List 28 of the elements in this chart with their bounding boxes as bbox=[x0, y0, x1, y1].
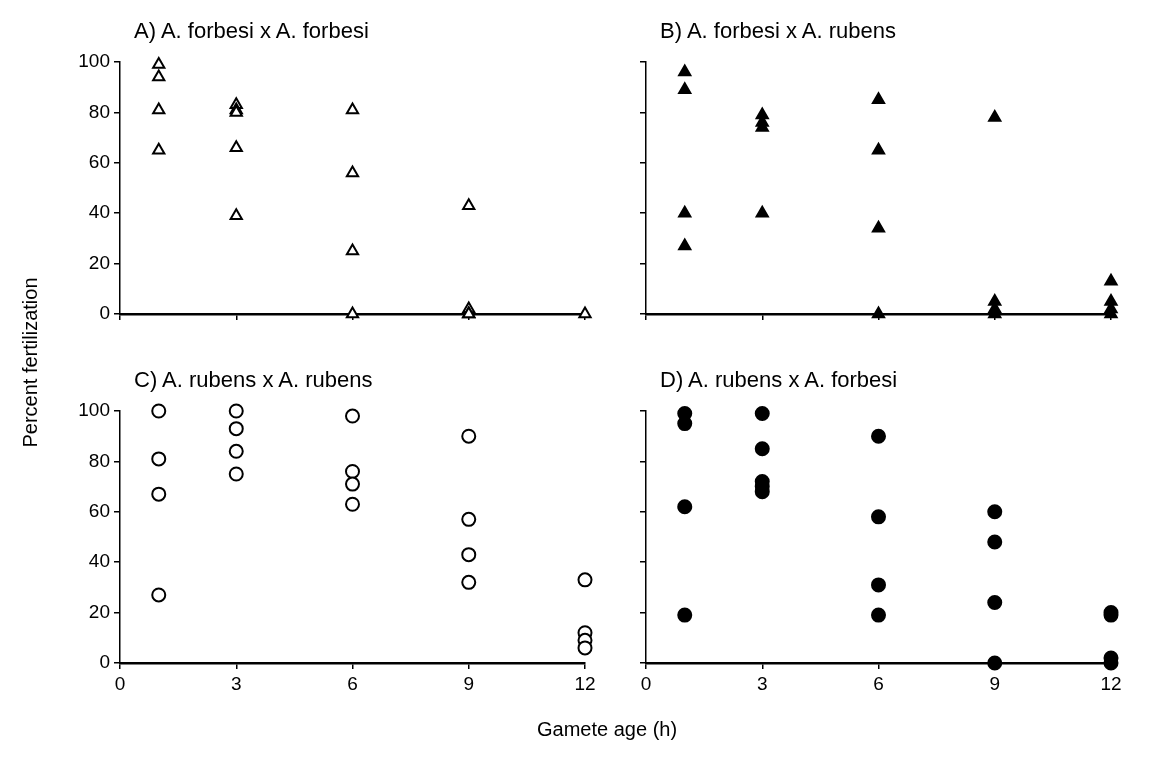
x-tick-label: 3 bbox=[230, 672, 242, 694]
chart-title: D) A. rubens x A. forbesi bbox=[660, 367, 898, 393]
y-tick-label: 0 bbox=[99, 651, 110, 673]
chart-title: C) A. rubens x A. rubens bbox=[134, 367, 373, 393]
x-tick-label: 3 bbox=[756, 672, 768, 694]
x-tick-label: 9 bbox=[463, 672, 475, 694]
y-tick-label: 100 bbox=[78, 50, 110, 72]
x-tick-label: 6 bbox=[873, 672, 884, 694]
y-tick-label: 80 bbox=[88, 100, 110, 122]
y-tick-label: 100 bbox=[78, 399, 110, 421]
y-tick-label: 80 bbox=[88, 449, 110, 471]
y-tick-label: 40 bbox=[88, 201, 110, 223]
x-tick-label: 9 bbox=[989, 672, 1001, 694]
y-tick-label: 60 bbox=[88, 151, 110, 173]
y-tick-label: 20 bbox=[88, 251, 110, 273]
y-tick-label: 60 bbox=[88, 500, 110, 522]
y-tick-label: 0 bbox=[99, 302, 110, 324]
y-tick-label: 20 bbox=[88, 600, 110, 622]
x-tick-label: 12 bbox=[1100, 672, 1122, 694]
x-tick-label: 12 bbox=[574, 672, 596, 694]
chart-title: B) A. forbesi x A. rubens bbox=[660, 18, 897, 44]
chart-title: A) A. forbesi x A. forbesi bbox=[134, 18, 369, 44]
x-tick-label: 0 bbox=[114, 672, 126, 694]
x-tick-label: 6 bbox=[347, 672, 358, 694]
x-tick-label: 0 bbox=[640, 672, 652, 694]
x-axis-title: Gamete age (h) bbox=[537, 718, 678, 741]
y-axis-title: Percent fertilization bbox=[18, 276, 42, 448]
y-tick-label: 40 bbox=[88, 550, 110, 572]
